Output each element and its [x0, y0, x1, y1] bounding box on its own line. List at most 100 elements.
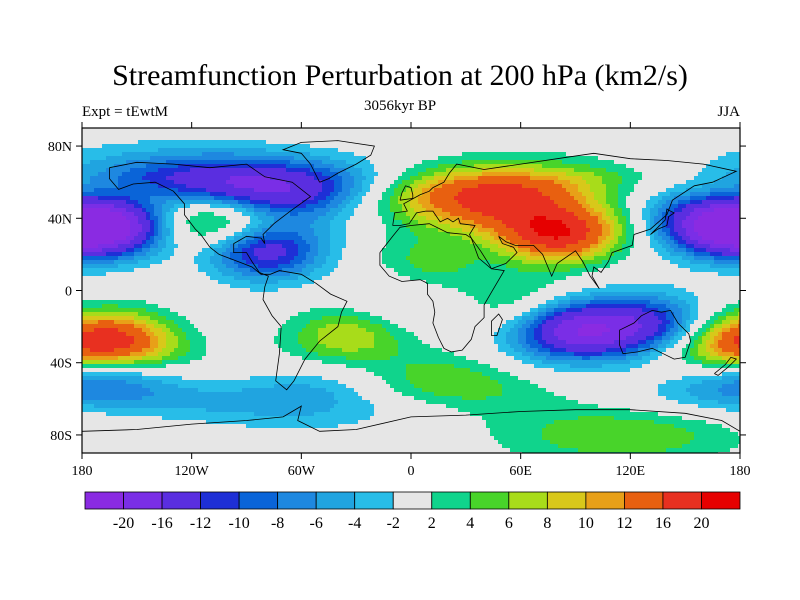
field-cell [110, 192, 115, 197]
field-cell [426, 212, 431, 217]
field-cell [226, 236, 231, 241]
field-cell [218, 236, 223, 241]
field-cell [386, 236, 391, 241]
field-cell [238, 248, 243, 253]
field-cell [494, 136, 499, 141]
field-cell [590, 212, 595, 217]
field-cell [546, 128, 551, 133]
field-cell [278, 192, 283, 197]
field-cell [402, 176, 407, 181]
field-cell [242, 156, 247, 161]
field-cell [298, 140, 303, 145]
field-cell [734, 136, 739, 141]
field-cell [382, 164, 387, 169]
field-cell [230, 144, 235, 149]
field-cell [274, 208, 279, 213]
field-cell [110, 232, 115, 237]
field-cell [122, 172, 127, 177]
field-cell [278, 156, 283, 161]
field-cell [150, 156, 155, 161]
field-cell [550, 164, 555, 169]
field-cell [662, 200, 667, 205]
field-cell [446, 180, 451, 185]
field-cell [594, 208, 599, 213]
field-cell [594, 136, 599, 141]
field-cell [602, 132, 607, 137]
field-cell [638, 232, 643, 237]
field-cell [178, 232, 183, 237]
field-cell [614, 224, 619, 229]
field-cell [538, 172, 543, 177]
field-cell [270, 208, 275, 213]
field-cell [346, 148, 351, 153]
field-cell [570, 160, 575, 165]
field-cell [678, 168, 683, 173]
field-cell [462, 140, 467, 145]
field-cell [106, 224, 111, 229]
field-cell [202, 128, 207, 133]
field-cell [430, 240, 435, 245]
field-cell [598, 216, 603, 221]
field-cell [394, 132, 399, 137]
field-cell [562, 156, 567, 161]
field-cell [458, 192, 463, 197]
field-cell [706, 172, 711, 177]
field-cell [494, 220, 499, 225]
field-cell [102, 148, 107, 153]
field-cell [534, 180, 539, 185]
field-cell [506, 216, 511, 221]
field-cell [194, 248, 199, 253]
field-cell [610, 160, 615, 165]
field-cell [486, 176, 491, 181]
field-cell [402, 220, 407, 225]
field-cell [630, 160, 635, 165]
field-cell [178, 164, 183, 169]
field-cell [682, 152, 687, 157]
field-cell [110, 148, 115, 153]
field-cell [562, 176, 567, 181]
field-cell [690, 164, 695, 169]
field-cell [338, 160, 343, 165]
field-cell [310, 156, 315, 161]
field-cell [602, 232, 607, 237]
field-cell [330, 216, 335, 221]
field-cell [518, 164, 523, 169]
field-cell [258, 160, 263, 165]
field-cell [486, 212, 491, 217]
field-cell [370, 192, 375, 197]
field-cell [546, 192, 551, 197]
field-cell [526, 240, 531, 245]
field-cell [642, 216, 647, 221]
field-cell [662, 208, 667, 213]
field-cell [578, 128, 583, 133]
field-cell [530, 132, 535, 137]
field-cell [550, 148, 555, 153]
field-cell [290, 152, 295, 157]
field-cell [650, 240, 655, 245]
field-cell [370, 144, 375, 149]
field-cell [454, 224, 459, 229]
field-cell [370, 204, 375, 209]
field-cell [430, 184, 435, 189]
field-cell [558, 132, 563, 137]
field-cell [222, 200, 227, 205]
field-cell [666, 160, 671, 165]
field-cell [478, 132, 483, 137]
field-cell [690, 148, 695, 153]
field-cell [418, 156, 423, 161]
field-cell [378, 216, 383, 221]
field-cell [662, 152, 667, 157]
field-cell [198, 140, 203, 145]
field-cell [374, 188, 379, 193]
field-cell [518, 156, 523, 161]
field-cell [730, 208, 735, 213]
field-cell [438, 192, 443, 197]
field-cell [726, 216, 731, 221]
field-cell [714, 204, 719, 209]
field-cell [494, 200, 499, 205]
field-cell [258, 228, 263, 233]
field-cell [390, 176, 395, 181]
field-cell [338, 212, 343, 217]
field-cell [242, 136, 247, 141]
field-cell [650, 216, 655, 221]
